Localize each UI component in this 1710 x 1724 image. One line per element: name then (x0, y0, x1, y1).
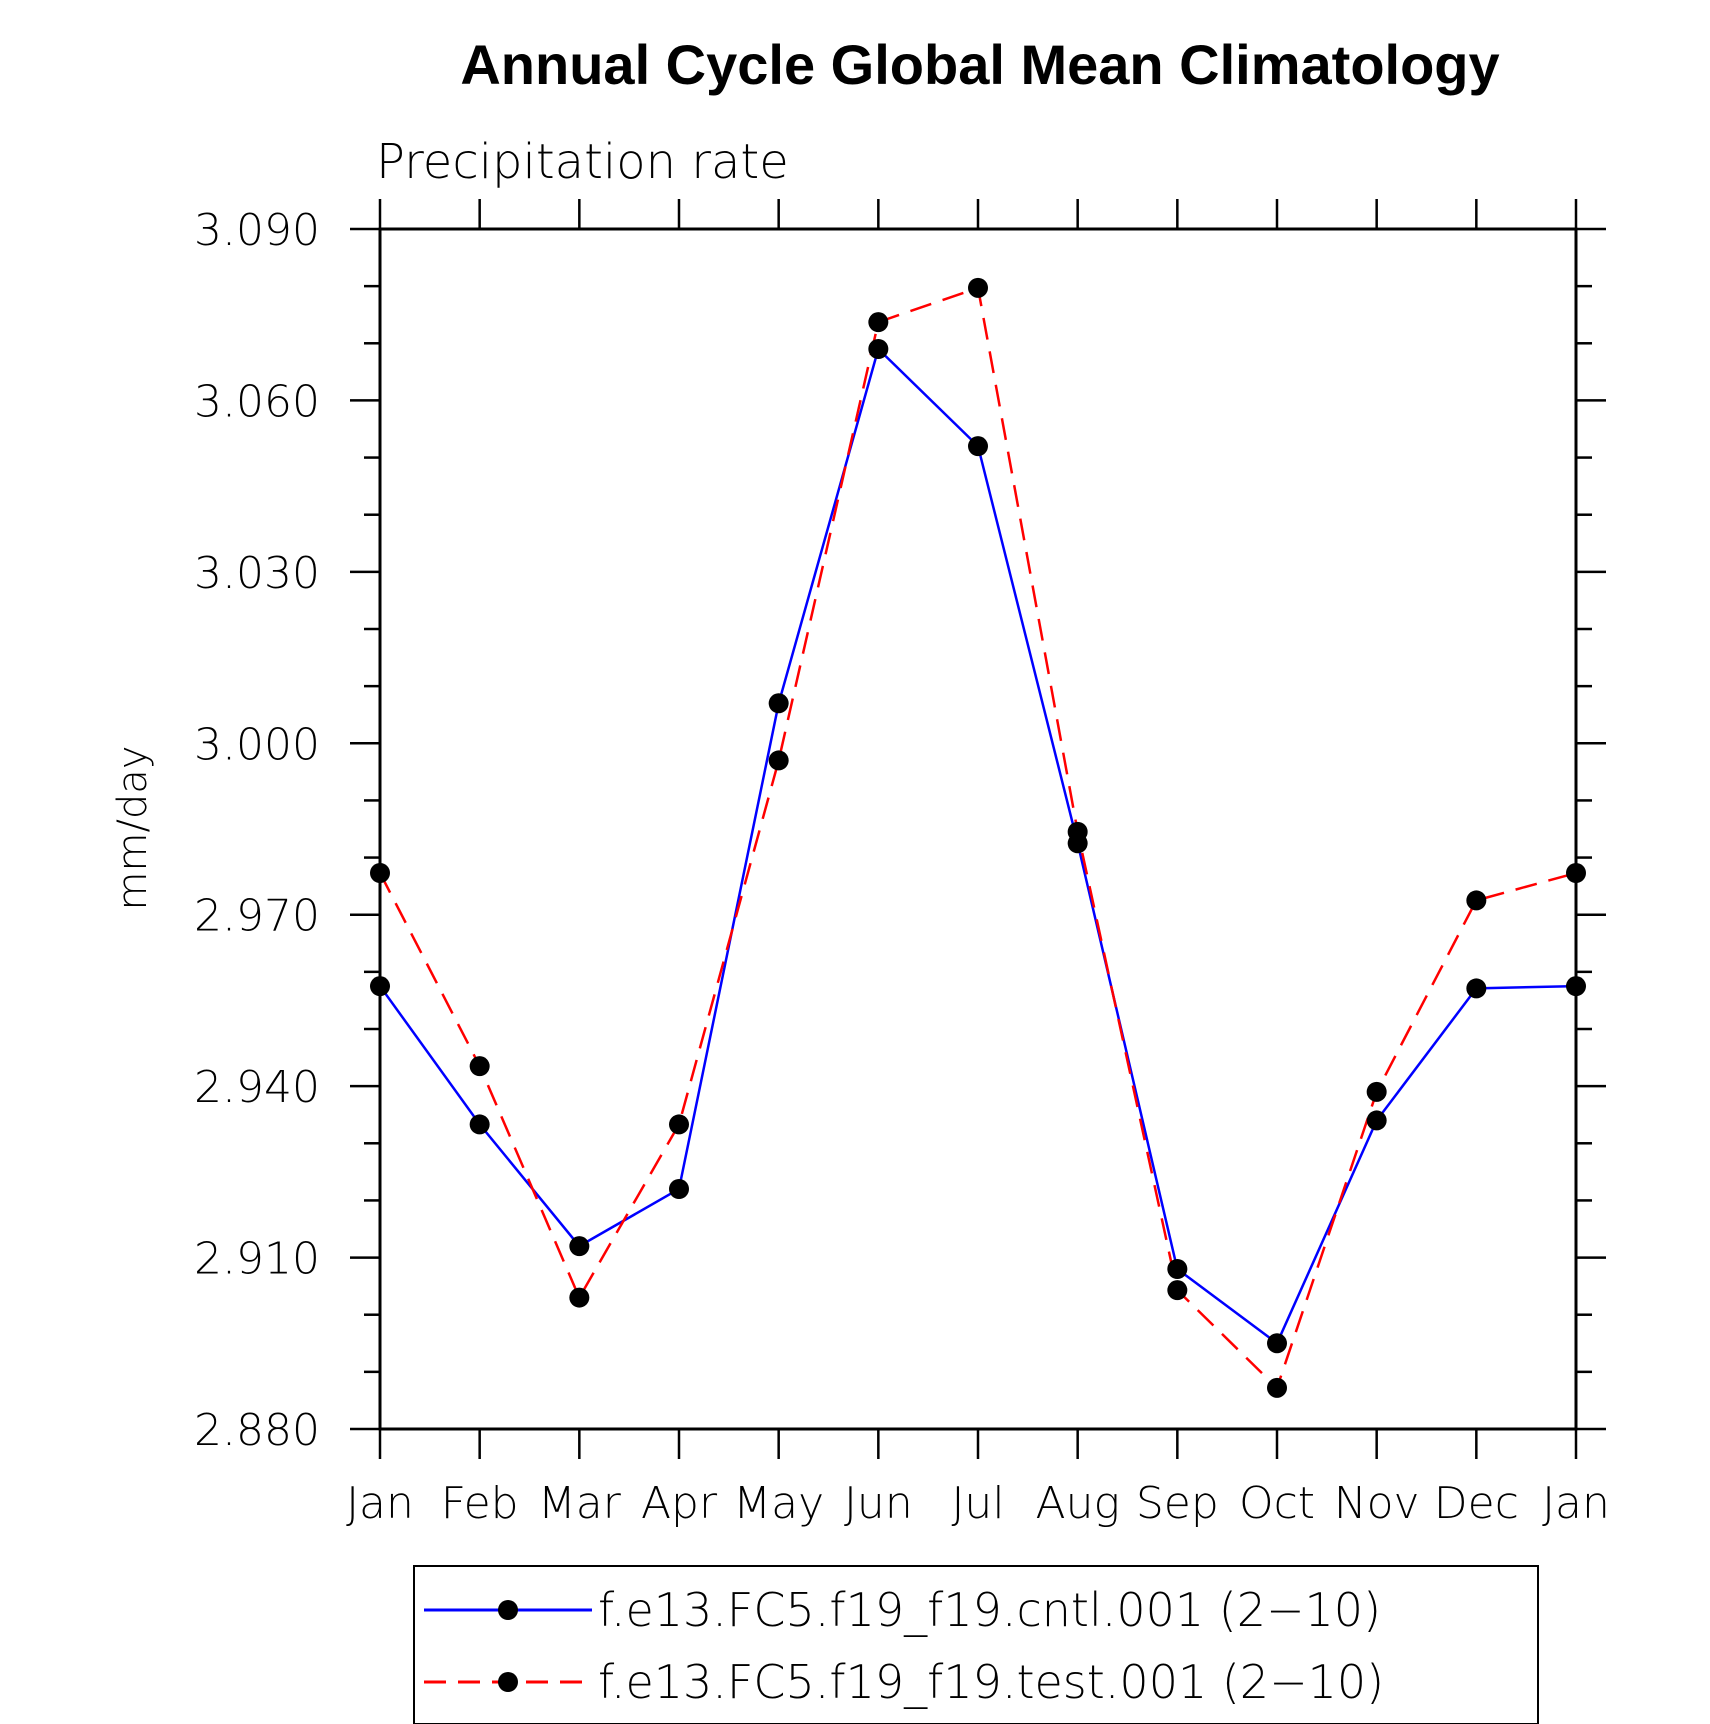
x-tick-label: Mar (538, 1478, 622, 1529)
data-point-series-0 (669, 1179, 689, 1199)
data-point-series-0 (1267, 1333, 1287, 1354)
data-point-series-0 (968, 436, 988, 457)
data-point-series-1 (469, 1056, 490, 1077)
data-point-series-1 (1566, 863, 1586, 883)
y-tick-label: 3.090 (194, 205, 320, 256)
legend-box (413, 1565, 1539, 1724)
y-axis-tick-labels: 2.880 2.910 2.940 2.970 3.000 3.030 3.060 3.090 (194, 205, 320, 1456)
data-point-series-1 (1167, 1280, 1188, 1301)
legend: f.e13.FC5.f19_f19.cntl.001 (2−10) f.e13.… (413, 1565, 1539, 1724)
data-point-series-1 (669, 1114, 689, 1135)
series-markers (370, 277, 1586, 1398)
x-tick-label: May (733, 1478, 824, 1529)
x-tick-label: Nov (1334, 1478, 1420, 1529)
chart-title: Annual Cycle Global Mean Climatology (460, 33, 1499, 96)
data-point-series-0 (868, 339, 889, 359)
x-axis-tick-labels: Jan Feb Mar Apr May Jun Jul Aug Sep Oct Nov Dec Jan (346, 1478, 1610, 1529)
x-tick-label: Sep (1136, 1478, 1219, 1529)
data-point-series-0 (569, 1236, 590, 1257)
data-point-series-1 (569, 1287, 590, 1308)
y-tick-label: 3.060 (194, 376, 320, 427)
y-tick-label: 2.910 (194, 1234, 320, 1285)
data-point-series-1 (1466, 890, 1487, 911)
x-tick-label: Aug (1035, 1478, 1119, 1529)
data-point-series-0 (768, 693, 789, 714)
y-axis-label: mm/day (110, 746, 156, 911)
x-tick-label: Jan (1542, 1478, 1610, 1529)
data-point-series-1 (868, 312, 889, 333)
x-tick-label: Oct (1239, 1478, 1315, 1529)
data-point-series-0 (1167, 1259, 1188, 1279)
x-tick-label: Apr (641, 1478, 718, 1529)
y-tick-label: 3.030 (194, 548, 320, 599)
y-tick-label: 2.970 (194, 891, 320, 942)
data-point-series-1 (968, 277, 988, 298)
data-point-series-0 (1466, 978, 1487, 999)
data-point-series-0 (1566, 976, 1586, 997)
y-tick-label: 2.940 (194, 1062, 320, 1113)
chart-subtitle: Precipitation rate (376, 134, 789, 190)
data-point-series-1 (1267, 1377, 1287, 1398)
data-point-series-1 (1067, 821, 1088, 842)
data-point-series-1 (370, 863, 390, 883)
y-tick-label: 2.880 (194, 1405, 320, 1456)
data-point-series-0 (1366, 1110, 1387, 1131)
data-point-series-0 (469, 1114, 490, 1135)
x-tick-label: Dec (1434, 1478, 1519, 1529)
data-point-series-0 (370, 976, 390, 997)
x-tick-label: Jul (951, 1478, 1004, 1529)
legend-marker-cntl (498, 1600, 518, 1620)
legend-label-test: f.e13.FC5.f19_f19.test.001 (2−10) (598, 1655, 1384, 1709)
data-point-series-1 (1366, 1081, 1387, 1102)
y-axis-ticks (350, 227, 1606, 1431)
data-point-series-1 (768, 750, 789, 771)
legend-label-cntl: f.e13.FC5.f19_f19.cntl.001 (2−10) (598, 1583, 1381, 1637)
y-tick-label: 3.000 (194, 719, 320, 770)
x-tick-label: Jun (844, 1478, 913, 1529)
x-axis-ticks (378, 199, 1578, 1459)
x-tick-label: Feb (441, 1478, 519, 1529)
legend-marker-test (498, 1672, 518, 1692)
series-line-0 (378, 346, 1577, 1346)
x-tick-label: Jan (346, 1478, 414, 1529)
